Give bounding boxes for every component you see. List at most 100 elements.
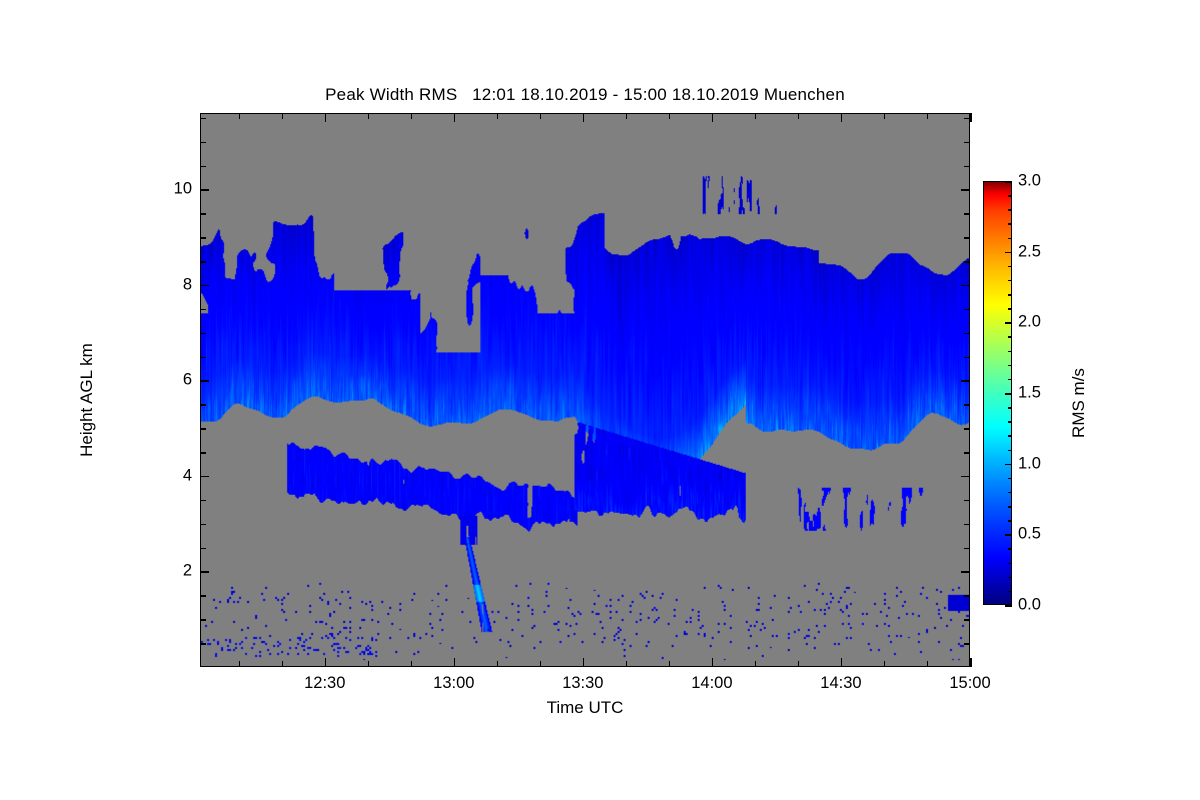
y-tick-mark [964,332,970,335]
x-tick-mark [711,658,714,667]
x-tick-mark [539,661,542,667]
y-tick-mark [200,189,209,191]
y-tick-mark [964,404,970,406]
colorbar-tick-mark [1008,506,1012,508]
y-tick-label: 10 [173,179,192,198]
colorbar-tick-mark [1008,378,1012,381]
colorbar-tick-mark [1008,421,1012,423]
y-tick-mark [961,475,970,478]
y-tick-mark [200,308,206,311]
colorbar-tick-mark [1008,477,1012,480]
colorbar-tick-mark [1008,548,1012,550]
x-tick-mark [625,113,628,119]
y-tick-label: 4 [182,466,192,485]
heatmap-canvas [201,114,969,666]
x-tick-mark [926,113,929,119]
y-tick-label: 6 [182,370,192,389]
x-tick-mark [453,113,456,122]
y-tick-mark [964,117,970,120]
colorbar-tick-mark [1008,491,1012,494]
y-tick-mark [964,428,970,430]
y-axis-title: Height AGL km [77,343,96,457]
colorbar-tick-mark [1008,336,1012,338]
x-tick-label: 14:30 [820,674,862,692]
y-tick-mark [200,380,209,382]
x-tick-mark [625,661,628,667]
y-tick-mark [200,523,206,526]
y-tick-mark [964,308,970,311]
colorbar-tick-mark [1005,393,1012,395]
x-tick-mark [582,113,585,122]
colorbar-tick-mark [1008,237,1012,240]
colorbar-tick-label: 1.0 [1018,454,1041,473]
y-tick-mark [964,595,970,597]
x-tick-mark [797,661,800,667]
x-tick-mark [582,658,585,667]
y-tick-mark [200,404,206,406]
y-tick-mark [964,499,970,502]
x-tick-mark [668,661,671,667]
y-tick-mark [964,523,970,526]
y-tick-mark [961,189,970,191]
x-axis-title: Time UTC [546,698,624,717]
x-tick-mark [797,113,800,119]
colorbar-tick-mark [1008,294,1012,296]
y-tick-mark [200,284,209,287]
y-tick-mark [964,237,970,239]
x-tick-mark [668,113,671,119]
y-tick-mark [200,428,206,430]
y-tick-mark [200,332,206,335]
x-tick-mark [281,113,284,119]
x-tick-mark [754,113,757,119]
x-tick-mark [367,661,370,667]
colorbar-tick-mark [1008,449,1012,452]
x-tick-mark [926,661,929,667]
x-tick-mark [324,113,327,122]
colorbar-tick-mark [1008,407,1012,409]
y-tick-label: 2 [182,561,192,580]
page-title: Peak Width RMS 12:01 18.10.2019 - 15:00 … [325,85,845,104]
x-tick-mark [840,113,843,122]
colorbar-tick-mark [1008,195,1012,197]
colorbar-tick-mark [1008,562,1012,565]
colorbar-tick-mark [1008,520,1012,522]
y-tick-mark [961,571,970,573]
x-tick-mark [410,113,413,119]
x-tick-mark [711,113,714,122]
y-tick-mark [200,643,206,645]
colorbar-tick-mark [1005,534,1012,536]
colorbar-tick-mark [1005,605,1012,607]
colorbar-tick-mark [1008,350,1012,353]
x-tick-label: 14:00 [691,674,733,692]
x-tick-mark [883,661,886,667]
y-tick-mark [200,475,209,478]
y-tick-mark [200,213,206,215]
x-tick-mark [324,658,327,667]
plot-area[interactable] [200,113,970,667]
colorbar-tick-label: 2.0 [1018,312,1041,331]
x-tick-mark [238,661,241,667]
y-tick-mark [964,141,970,144]
y-tick-mark [964,619,970,621]
colorbar-tick-mark [1008,209,1012,211]
y-tick-mark [200,571,209,573]
y-tick-mark [200,452,206,454]
y-tick-mark [964,213,970,215]
colorbar-tick-mark [1008,308,1012,310]
y-tick-mark [961,284,970,287]
y-tick-mark [961,380,970,382]
x-tick-mark [496,661,499,667]
y-tick-mark [964,165,970,168]
x-tick-label: 13:00 [433,674,475,692]
colorbar-tick-label: 0.0 [1018,595,1041,614]
y-tick-mark [200,356,206,359]
colorbar-tick-mark [1008,279,1012,282]
y-tick-label: 8 [182,275,192,294]
colorbar-tick-mark [1008,364,1012,367]
colorbar-tick-label: 3.0 [1018,171,1041,190]
colorbar-tick-mark [1005,463,1012,466]
x-tick-label: 12:30 [304,674,346,692]
y-axis-tick-labels: 2 4 6 8 10 [120,0,192,800]
y-tick-mark [200,165,206,168]
